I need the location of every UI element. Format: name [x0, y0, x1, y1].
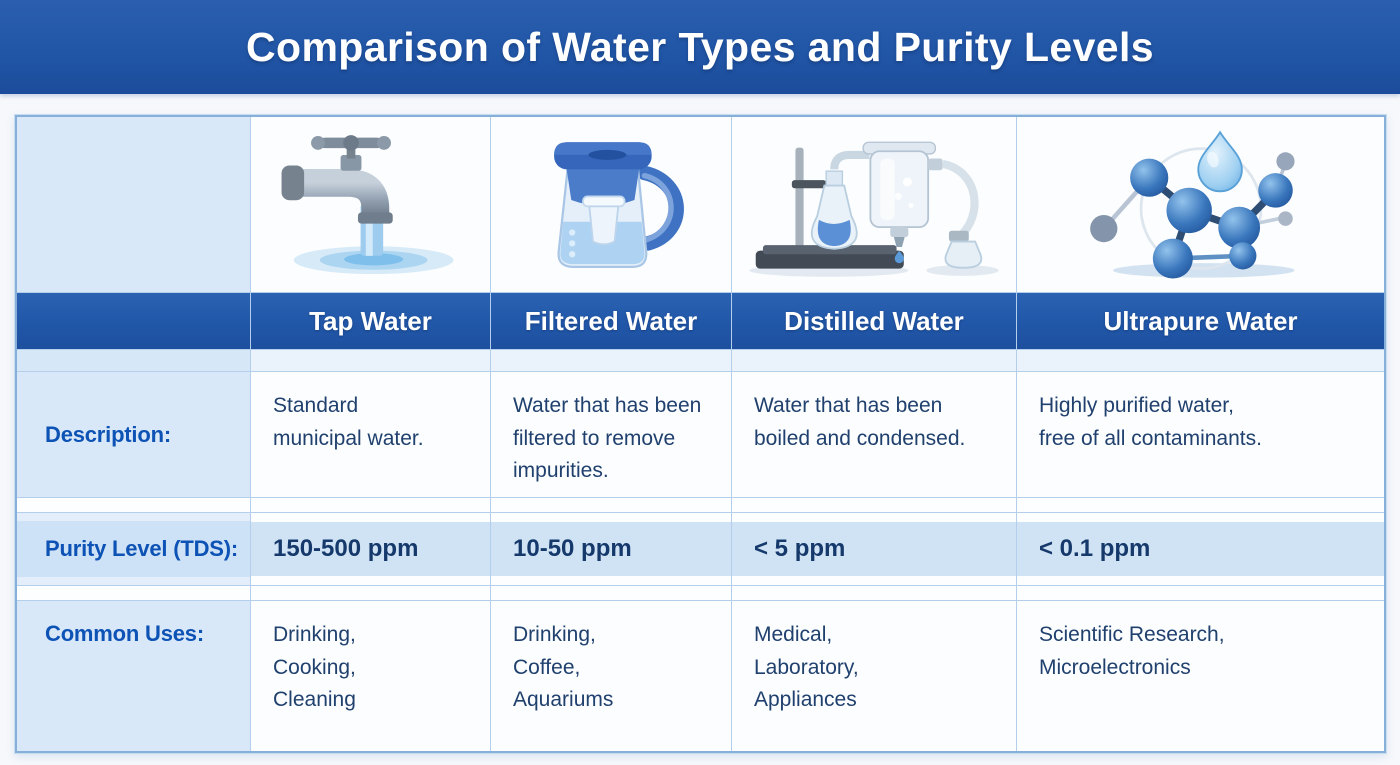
column-header-label: Distilled Water [784, 305, 964, 336]
tap-water-image-cell [251, 117, 491, 293]
filter-pitcher-icon [554, 141, 684, 268]
spacer-cell [1017, 350, 1384, 372]
column-header-label: Tap Water [309, 305, 432, 336]
column-header-label: Filtered Water [524, 305, 698, 336]
purity-value: 10-50 ppm [513, 535, 632, 562]
comparison-table: Tap Water Filtered Water Distilled Water… [15, 115, 1386, 753]
spacer-cell [251, 586, 491, 601]
uses-ultrapure-water-cell: Scientific Research, Microelectronics [1017, 601, 1384, 751]
purity-value: 150-500 ppm [273, 535, 419, 562]
cell-text: Highly purified water, free of all conta… [1039, 394, 1262, 450]
faucet-icon [281, 134, 454, 274]
title-bar: Comparison of Water Types and Purity Lev… [0, 0, 1400, 94]
column-header-filtered-water: Filtered Water [491, 293, 732, 350]
page-title: Comparison of Water Types and Purity Lev… [245, 23, 1154, 70]
corner-cell [17, 117, 251, 293]
spacer-cell [491, 350, 732, 372]
column-header-ultrapure-water: Ultrapure Water [1017, 293, 1384, 350]
purity-value: < 0.1 ppm [1039, 535, 1151, 562]
column-header-empty [17, 293, 251, 350]
row-label-common-uses: Common Uses: [17, 601, 251, 751]
cell-text: Water that has been boiled and condensed… [754, 394, 966, 450]
purity-filtered-water-cell: 10-50 ppm [491, 513, 732, 586]
spacer-cell [1017, 498, 1384, 513]
cell-text: Scientific Research, Microelectronics [1039, 623, 1225, 679]
uses-tap-water-cell: Drinking, Cooking, Cleaning [251, 601, 491, 751]
spacer-cell [732, 586, 1017, 601]
purity-tap-water-cell: 150-500 ppm [251, 513, 491, 586]
water-molecule-icon [1089, 130, 1295, 279]
purity-ultrapure-water-cell: < 0.1 ppm [1017, 513, 1384, 586]
description-filtered-water-cell: Water that has been filtered to remove i… [491, 372, 732, 498]
uses-filtered-water-cell: Drinking, Coffee, Aquariums [491, 601, 732, 751]
purity-value: < 5 ppm [754, 535, 846, 562]
row-label-purity-level: Purity Level (TDS): [17, 513, 251, 586]
spacer-cell [732, 498, 1017, 513]
column-header-distilled-water: Distilled Water [732, 293, 1017, 350]
ultrapure-water-image-cell [1017, 117, 1384, 293]
spacer-cell [251, 498, 491, 513]
description-tap-water-cell: Standard municipal water. [251, 372, 491, 498]
distilled-water-image-cell [732, 117, 1017, 293]
spacer-cell [732, 350, 1017, 372]
cell-text: Medical, Laboratory, Appliances [754, 623, 859, 712]
description-ultrapure-water-cell: Highly purified water, free of all conta… [1017, 372, 1384, 498]
uses-distilled-water-cell: Medical, Laboratory, Appliances [732, 601, 1017, 751]
cell-text: Drinking, Cooking, Cleaning [273, 623, 356, 712]
cell-text: Water that has been filtered to remove i… [513, 394, 702, 483]
row-label-description: Description: [17, 372, 251, 498]
spacer-cell [17, 350, 251, 372]
row-label-text: Common Uses: [45, 621, 204, 646]
purity-distilled-water-cell: < 5 ppm [732, 513, 1017, 586]
spacer-cell [251, 350, 491, 372]
cell-text: Drinking, Coffee, Aquariums [513, 623, 614, 712]
spacer-cell [17, 498, 251, 513]
spacer-cell [1017, 586, 1384, 601]
spacer-cell [17, 586, 251, 601]
filtered-water-image-cell [491, 117, 732, 293]
spacer-cell [491, 498, 732, 513]
spacer-cell [491, 586, 732, 601]
cell-text: Standard municipal water. [273, 394, 424, 450]
column-header-label: Ultrapure Water [1103, 305, 1298, 336]
description-distilled-water-cell: Water that has been boiled and condensed… [732, 372, 1017, 498]
distillation-apparatus-icon [749, 141, 999, 277]
column-header-tap-water: Tap Water [251, 293, 491, 350]
row-label-text: Purity Level (TDS): [45, 536, 239, 561]
row-label-text: Description: [45, 421, 171, 447]
